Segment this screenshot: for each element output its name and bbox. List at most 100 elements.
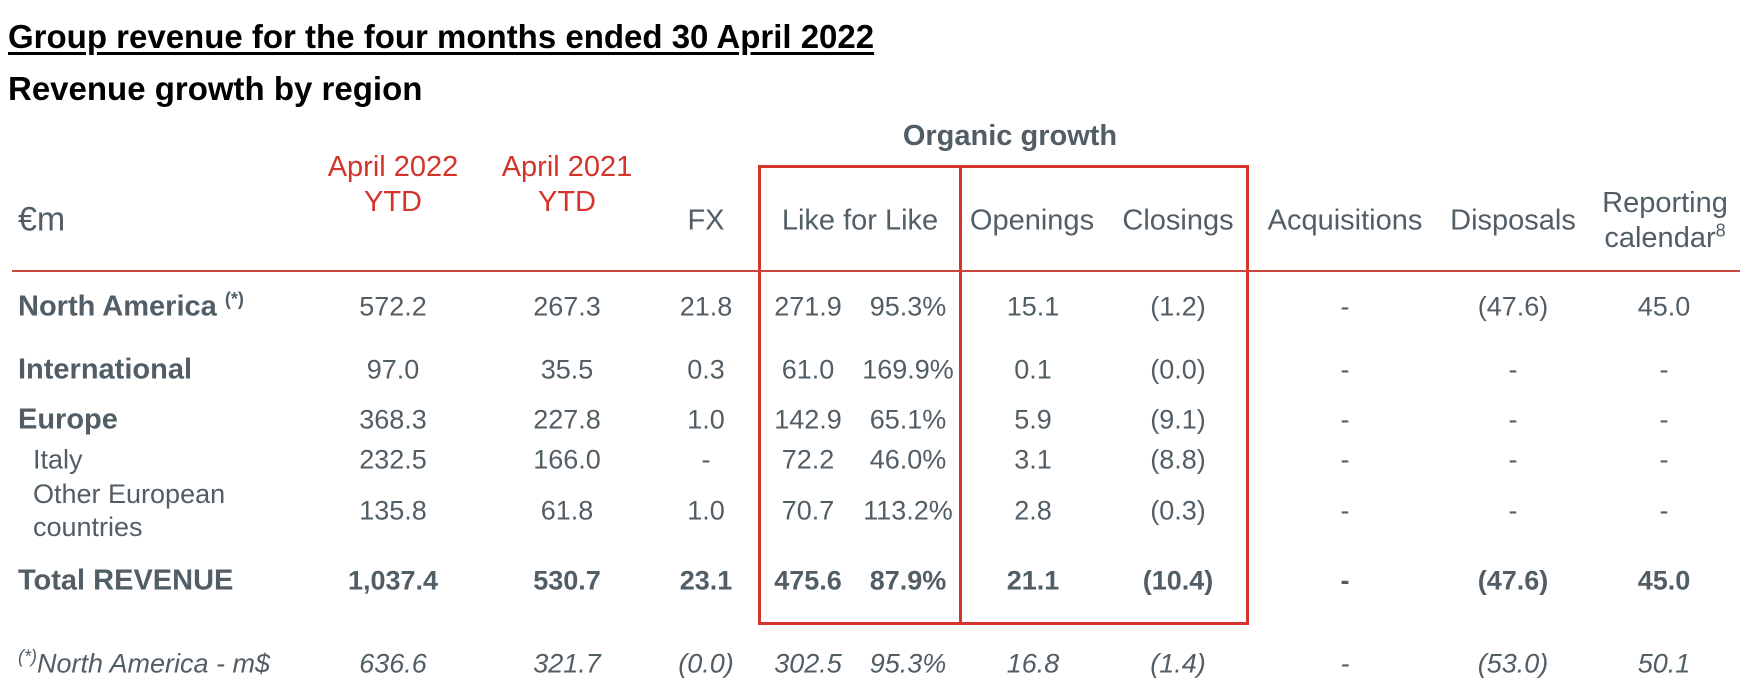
cell-reporting: 45.0 — [1637, 565, 1691, 596]
cell-lfl: 72.2 — [781, 444, 835, 475]
cell-disposals: - — [1508, 354, 1518, 385]
section-subtitle: Revenue growth by region — [8, 70, 423, 107]
cell-april-2022: 572.2 — [359, 291, 427, 322]
cell-fx: (0.0) — [678, 648, 734, 679]
cell-lfl-pct: 95.3% — [869, 291, 947, 322]
header-reporting-line2: calendar8 — [1590, 221, 1740, 256]
cell-lfl: 142.9 — [774, 404, 842, 435]
footnote-marker: (*) — [18, 646, 37, 667]
cell-lfl-pct: 65.1% — [869, 404, 947, 435]
cell-reporting: - — [1659, 354, 1669, 385]
cell-closings: (1.2) — [1150, 291, 1206, 322]
cell-lfl-pct: 169.9% — [862, 354, 954, 385]
cell-fx: 21.8 — [679, 291, 733, 322]
cell-closings: (9.1) — [1150, 404, 1206, 435]
cell-fx: 23.1 — [679, 565, 733, 596]
cell-acquisitions: - — [1340, 648, 1350, 679]
row-label-text: North America — [18, 290, 217, 323]
header-april-2022-line2: YTD — [364, 186, 422, 218]
header-april-2022-ytd: April 2022 YTD — [323, 150, 463, 220]
cell-april-2022: 135.8 — [359, 495, 427, 526]
cell-closings: (0.0) — [1150, 354, 1206, 385]
cell-openings: 16.8 — [1006, 648, 1060, 679]
row-label: International — [18, 353, 193, 386]
cell-lfl: 70.7 — [781, 495, 835, 526]
cell-reporting: - — [1659, 444, 1669, 475]
cell-openings: 2.8 — [1014, 495, 1052, 526]
cell-reporting: 45.0 — [1637, 291, 1691, 322]
row-label-line2: countries — [33, 512, 143, 542]
cell-openings: 15.1 — [1006, 291, 1060, 322]
cell-disposals: - — [1508, 404, 1518, 435]
cell-acquisitions: - — [1340, 404, 1350, 435]
cell-april-2022: 97.0 — [366, 354, 420, 385]
cell-reporting: - — [1659, 495, 1669, 526]
cell-lfl-pct: 113.2% — [863, 495, 953, 526]
row-label: Italy — [33, 444, 83, 475]
header-april-2022-line1: April 2022 — [327, 151, 459, 183]
cell-closings: (1.4) — [1150, 648, 1206, 679]
header-reporting-line1: Reporting — [1602, 187, 1728, 219]
cell-lfl: 61.0 — [781, 354, 835, 385]
header-reporting-calendar: Reporting calendar8 — [1590, 186, 1740, 256]
cell-april-2022: 636.6 — [359, 648, 427, 679]
footnote-marker: 8 — [1715, 220, 1726, 241]
header-reporting-calendar-text: calendar — [1604, 222, 1716, 254]
cell-april-2022: 368.3 — [359, 404, 427, 435]
cell-acquisitions: - — [1340, 291, 1350, 322]
cell-lfl-pct: 87.9% — [869, 565, 947, 596]
cell-reporting: 50.1 — [1637, 648, 1691, 679]
cell-reporting: - — [1659, 404, 1669, 435]
header-april-2021-ytd: April 2021 YTD — [497, 150, 637, 220]
cell-disposals: (47.6) — [1477, 291, 1549, 322]
cell-fx: 0.3 — [687, 354, 725, 385]
cell-closings: (8.8) — [1150, 444, 1206, 475]
row-label: North America (*) — [18, 288, 244, 324]
report-title: Group revenue for the four months ended … — [8, 18, 875, 55]
header-acquisitions: Acquisitions — [1267, 204, 1423, 237]
header-divider — [12, 270, 1740, 272]
cell-disposals: (47.6) — [1477, 565, 1549, 596]
cell-acquisitions: - — [1340, 444, 1350, 475]
cell-april-2021: 35.5 — [540, 354, 594, 385]
cell-disposals: (53.0) — [1477, 648, 1549, 679]
cell-lfl: 271.9 — [774, 291, 842, 322]
cell-lfl-pct: 95.3% — [869, 648, 947, 679]
cell-closings: (0.3) — [1150, 495, 1206, 526]
organic-growth-header: Organic growth — [902, 120, 1118, 152]
header-disposals: Disposals — [1450, 204, 1576, 237]
cell-lfl: 475.6 — [774, 565, 842, 596]
cell-disposals: - — [1508, 495, 1518, 526]
cell-april-2022: 232.5 — [359, 444, 427, 475]
cell-fx: 1.0 — [687, 495, 725, 526]
cell-april-2021: 267.3 — [533, 291, 601, 322]
row-label-text: North America - m$ — [37, 648, 271, 679]
cell-acquisitions: - — [1340, 354, 1350, 385]
row-label: Europe — [18, 403, 118, 436]
header-closings: Closings — [1122, 204, 1234, 237]
cell-acquisitions: - — [1340, 495, 1350, 526]
header-fx: FX — [687, 204, 725, 237]
cell-openings: 3.1 — [1014, 444, 1052, 475]
header-openings: Openings — [969, 204, 1095, 237]
row-label-line1: Other European — [33, 479, 226, 509]
cell-openings: 0.1 — [1014, 354, 1052, 385]
row-label: Total REVENUE — [18, 564, 234, 597]
footnote-marker: (*) — [224, 288, 244, 309]
cell-closings: (10.4) — [1142, 565, 1214, 596]
row-label: (*)North America - m$ — [18, 648, 270, 681]
cell-april-2021: 227.8 — [533, 404, 601, 435]
cell-openings: 5.9 — [1014, 404, 1052, 435]
cell-lfl-pct: 46.0% — [869, 444, 947, 475]
cell-disposals: - — [1508, 444, 1518, 475]
cell-acquisitions: - — [1340, 565, 1350, 596]
header-april-2021-line1: April 2021 — [501, 151, 633, 183]
currency-label: €m — [18, 200, 66, 239]
cell-april-2021: 166.0 — [533, 444, 601, 475]
header-april-2021-line2: YTD — [538, 186, 596, 218]
row-label: Other European countries — [33, 478, 225, 544]
cell-fx: 1.0 — [687, 404, 725, 435]
cell-lfl: 302.5 — [774, 648, 842, 679]
cell-april-2021: 321.7 — [533, 648, 601, 679]
cell-april-2021: 61.8 — [540, 495, 594, 526]
